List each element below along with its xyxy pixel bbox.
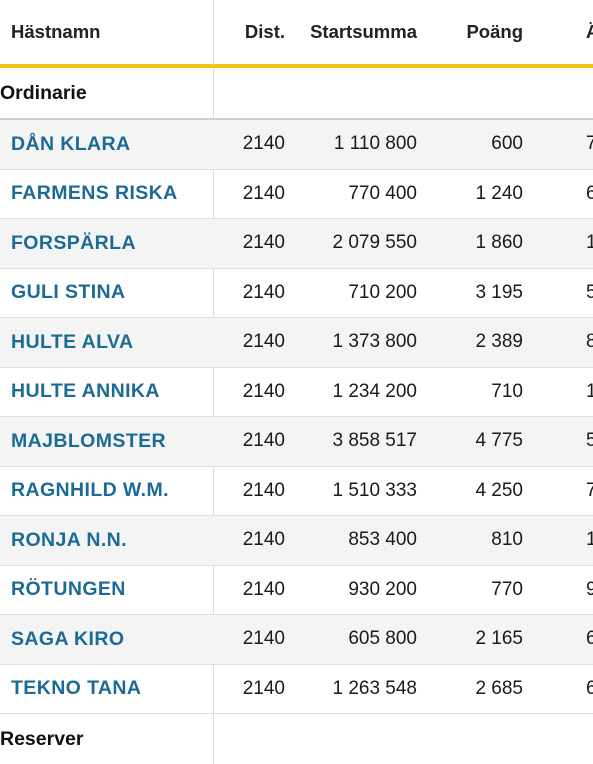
horse-name-link[interactable]: FARMENS RISKA — [11, 182, 178, 205]
extra-cell: 1 — [586, 529, 593, 551]
horse-name-link[interactable]: DÅN KLARA — [11, 132, 131, 155]
startsumma-cell: 605 800 — [348, 628, 417, 650]
poang-cell: 710 — [491, 380, 523, 402]
section-title: Reserver — [0, 727, 84, 750]
startsumma-cell: 853 400 — [348, 529, 417, 551]
poang-cell: 810 — [491, 529, 523, 551]
table-row: TEKNO TANA 2140 1 263 548 2 685 6 — [0, 665, 593, 714]
dist-cell: 2140 — [242, 529, 285, 551]
table-row: RÖTUNGEN 2140 930 200 770 9 — [0, 566, 593, 615]
startsumma-cell: 1 373 800 — [332, 331, 417, 353]
horse-name-link[interactable]: RAGNHILD W.M. — [11, 479, 169, 502]
dist-cell: 2140 — [242, 578, 285, 600]
table-row: RAGNHILD W.M. 2140 1 510 333 4 250 7 — [0, 467, 593, 516]
horse-name-link[interactable]: SAGA KIRO — [11, 627, 125, 650]
table-row: FARMENS RISKA 2140 770 400 1 240 6 — [0, 170, 593, 219]
table-row: SAGA KIRO 2140 605 800 2 165 6 — [0, 615, 593, 665]
extra-cell: 1 — [586, 380, 593, 402]
extra-cell: 8 — [586, 331, 593, 353]
horse-name-link[interactable]: FORSPÄRLA — [11, 231, 136, 254]
startsumma-cell: 2 079 550 — [332, 232, 417, 254]
header-extra[interactable]: Ä — [586, 21, 593, 42]
horse-name-link[interactable]: TEKNO TANA — [11, 677, 142, 700]
dist-cell: 2140 — [242, 677, 285, 699]
extra-cell: 7 — [586, 479, 593, 501]
extra-cell: 5 — [586, 430, 593, 452]
dist-cell: 2140 — [242, 182, 285, 204]
dist-cell: 2140 — [242, 479, 285, 501]
extra-cell: 9 — [586, 578, 593, 600]
horse-name-link[interactable]: HULTE ANNIKA — [11, 380, 160, 403]
startsumma-cell: 1 263 548 — [332, 677, 417, 699]
startsumma-cell: 1 510 333 — [332, 479, 417, 501]
header-startsumma[interactable]: Startsumma — [310, 21, 417, 42]
poang-cell: 2 165 — [475, 628, 523, 650]
section-title: Ordinarie — [0, 81, 87, 104]
header-poang[interactable]: Poäng — [466, 21, 523, 42]
extra-cell: 6 — [586, 677, 593, 699]
horse-name-link[interactable]: HULTE ALVA — [11, 330, 134, 353]
dist-cell: 2140 — [242, 281, 285, 303]
poang-cell: 3 195 — [475, 281, 523, 303]
horse-name-link[interactable]: RONJA N.N. — [11, 528, 127, 551]
startsumma-cell: 770 400 — [348, 182, 417, 204]
header-name[interactable]: Hästnamn — [11, 21, 101, 42]
column-divider — [213, 0, 214, 764]
dist-cell: 2140 — [242, 430, 285, 452]
table-row: RONJA N.N. 2140 853 400 810 1 — [0, 516, 593, 566]
poang-cell: 770 — [491, 578, 523, 600]
extra-cell: 1 — [586, 232, 593, 254]
startsumma-cell: 1 110 800 — [333, 133, 417, 155]
dist-cell: 2140 — [242, 331, 285, 353]
dist-cell: 2140 — [242, 628, 285, 650]
horse-name-link[interactable]: MAJBLOMSTER — [11, 429, 166, 452]
dist-cell: 2140 — [242, 380, 285, 402]
poang-cell: 2 389 — [475, 331, 523, 353]
horse-name-link[interactable]: GULI STINA — [11, 281, 126, 304]
table-row: HULTE ANNIKA 2140 1 234 200 710 1 — [0, 368, 593, 417]
poang-cell: 4 775 — [475, 430, 523, 452]
extra-cell: 5 — [586, 281, 593, 303]
dist-cell: 2140 — [242, 232, 285, 254]
table-row: GULI STINA 2140 710 200 3 195 5 — [0, 269, 593, 318]
poang-cell: 1 860 — [475, 232, 523, 254]
dist-cell: 2140 — [242, 133, 285, 155]
table-row: DÅN KLARA 2140 1 110 800 600 7 — [0, 120, 593, 170]
table-row: HULTE ALVA 2140 1 373 800 2 389 8 — [0, 318, 593, 368]
startsumma-cell: 710 200 — [348, 281, 417, 303]
table-header: Hästnamn Dist. Startsumma Poäng Ä — [0, 0, 593, 68]
extra-cell: 6 — [586, 182, 593, 204]
extra-cell: 7 — [586, 133, 593, 155]
header-dist[interactable]: Dist. — [244, 21, 285, 42]
section-header: Reserver — [0, 714, 593, 764]
poang-cell: 1 240 — [475, 182, 523, 204]
startsumma-cell: 1 234 200 — [332, 380, 417, 402]
section-header: Ordinarie — [0, 68, 593, 120]
extra-cell: 6 — [586, 628, 593, 650]
table-row: FORSPÄRLA 2140 2 079 550 1 860 1 — [0, 219, 593, 269]
poang-cell: 600 — [491, 133, 523, 155]
table-row: MAJBLOMSTER 2140 3 858 517 4 775 5 — [0, 417, 593, 467]
startsumma-cell: 930 200 — [348, 578, 417, 600]
poang-cell: 2 685 — [475, 677, 523, 699]
poang-cell: 4 250 — [475, 479, 523, 501]
horse-name-link[interactable]: RÖTUNGEN — [11, 578, 126, 601]
startsumma-cell: 3 858 517 — [332, 430, 417, 452]
